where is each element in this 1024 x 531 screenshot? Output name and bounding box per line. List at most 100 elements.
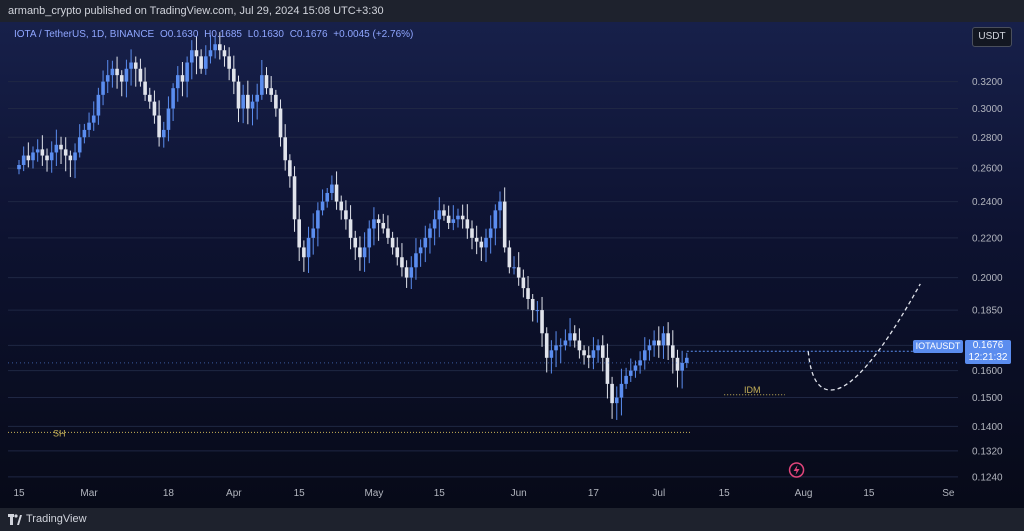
candle-body (600, 345, 605, 358)
candle-body (633, 365, 638, 371)
y-tick-label: 0.1320 (972, 446, 1003, 457)
y-tick-label: 0.3200 (972, 77, 1003, 88)
candle-body (241, 94, 245, 109)
candle-body (474, 237, 479, 242)
candle-body (87, 122, 91, 130)
projection-path (807, 283, 921, 391)
candle-body (358, 247, 362, 258)
candle-body (208, 50, 213, 57)
candle-body (161, 129, 166, 138)
legend-high: H0.1685 (204, 29, 242, 40)
candle-body (157, 115, 161, 138)
candle-body (376, 219, 381, 223)
candle-body (21, 155, 26, 165)
candle-body (577, 340, 582, 351)
candle-body (437, 210, 442, 220)
candle-body (124, 68, 129, 82)
y-tick-label: 0.1240 (972, 472, 1003, 483)
candle-body (386, 228, 390, 238)
candle-body (680, 362, 684, 371)
candle-body (91, 115, 96, 123)
candle-body (288, 160, 292, 177)
legend-change: +0.0045 (+2.76%) (333, 29, 414, 40)
candle-body (572, 333, 577, 341)
candle-body (465, 219, 470, 229)
currency-button[interactable]: USDT (972, 27, 1012, 47)
candle-body (180, 75, 185, 82)
candle-body (619, 383, 624, 398)
candle-body (628, 370, 633, 376)
x-tick-label: May (364, 488, 383, 499)
candle-body (390, 237, 395, 248)
idm-label: IDM (744, 385, 761, 395)
candle-body (507, 247, 512, 268)
candle-body (138, 68, 143, 82)
price-chart[interactable]: SH IDM 0.3200 0.3000 0.2800 0.2600 0.2400 0.22… (0, 22, 1024, 508)
candle-body (418, 247, 423, 254)
candle-body (227, 56, 231, 69)
legend-open: O0.1630 (160, 29, 199, 40)
lightning-icon (793, 465, 800, 475)
publisher-text: armanb_crypto published on TradingView.c… (8, 5, 384, 17)
candle-body (446, 215, 451, 223)
candle-body (395, 247, 400, 258)
candle-body (675, 357, 680, 371)
y-tick-label: 0.3000 (972, 104, 1003, 115)
candle-body (470, 228, 474, 238)
y-tick-label: 0.1600 (972, 366, 1003, 377)
symbol-price-tag: IOTAUSDT (913, 340, 963, 353)
candle-body (82, 129, 87, 138)
last-price-tag: 0.1676 12:21:32 (965, 340, 1011, 364)
legend-close: C0.1676 (289, 29, 328, 40)
candle-body (400, 257, 404, 268)
candle-body (642, 350, 647, 361)
y-tick-label: 0.2400 (972, 197, 1003, 208)
y-tick-label: 0.1400 (972, 422, 1003, 433)
candle-body (344, 210, 348, 220)
candle-body (246, 94, 250, 109)
x-tick-label: 15 (434, 488, 446, 499)
footer-brand: TradingView (26, 513, 87, 525)
candle-body (656, 340, 661, 346)
candle-body (189, 50, 194, 63)
candle-body (59, 144, 63, 150)
candle-body (428, 228, 432, 238)
candle-body (105, 75, 110, 82)
candle-body (451, 219, 456, 223)
candle-body (213, 44, 217, 51)
candle-body (367, 228, 372, 248)
candle-body (325, 192, 330, 202)
x-tick-label: Jul (652, 488, 665, 499)
candle-body (330, 184, 334, 193)
x-tick-label: 15 (719, 488, 731, 499)
candle-body (535, 310, 540, 312)
candle-body (31, 152, 35, 161)
chart-panel[interactable]: SH IDM 0.3200 0.3000 0.2800 0.2600 0.2400 0.22… (0, 22, 1024, 508)
x-tick-label: 15 (294, 488, 306, 499)
x-tick-label: Jun (511, 488, 527, 499)
x-tick-label: 15 (863, 488, 875, 499)
x-tick-label: Apr (226, 488, 242, 499)
candle-body (175, 75, 180, 89)
candle-body (339, 201, 344, 211)
candle-body (260, 75, 264, 95)
event-badge-icon (788, 462, 805, 478)
candle-body (194, 50, 199, 57)
candle-body (414, 253, 418, 268)
bar-countdown: 12:21:32 (968, 352, 1008, 363)
candle-body (586, 355, 591, 358)
sh-label: SH (53, 428, 66, 438)
candle-body (647, 345, 652, 351)
candle-body (530, 298, 535, 311)
candle-body (605, 357, 610, 384)
candle-body (250, 101, 255, 109)
candle-body (278, 108, 283, 138)
y-tick-label: 0.2000 (972, 273, 1003, 284)
chart-grid (8, 81, 958, 478)
x-tick-label: 17 (588, 488, 600, 499)
candle-body (614, 397, 619, 404)
candle-body (320, 201, 325, 211)
chart-annotations: SH IDM (8, 283, 958, 478)
candle-body (479, 241, 484, 248)
candle-body (558, 345, 563, 347)
